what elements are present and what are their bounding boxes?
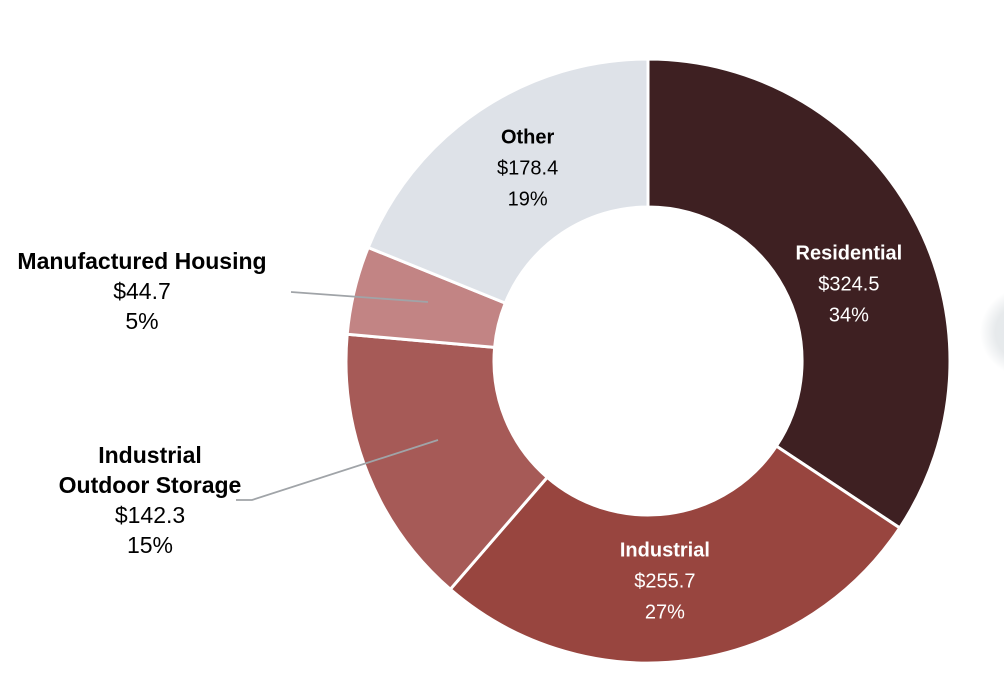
slice-value-text: $255.7 (634, 570, 696, 593)
pie-slice-other[interactable] (366, 57, 650, 305)
pie-slice-residential[interactable] (646, 57, 952, 530)
slice-percent-text: 5% (125, 308, 159, 334)
slice-value-text: $178.4 (497, 157, 559, 180)
slice-name-text: Residential (795, 242, 903, 265)
slice-value-text: $142.3 (114, 502, 186, 528)
slice-percent-text: 34% (828, 304, 869, 327)
slice-label-residential: Residential $324.5 34% (796, 239, 903, 332)
slice-name-text: Other (500, 126, 555, 149)
pie-slice-industrial[interactable] (448, 444, 902, 665)
edge-artifact (980, 292, 1004, 372)
slice-percent-text: 27% (644, 601, 685, 624)
slice-name-text: Manufactured Housing (17, 248, 267, 274)
slice-label-industrial-outdoor-storage: Industrial Outdoor Storage $142.3 15% (59, 440, 242, 560)
pie-slice-industrial-outdoor-storage[interactable] (344, 332, 549, 591)
leader-line-manufactured-housing (290, 291, 429, 303)
slice-label-manufactured-housing: Manufactured Housing $44.7 5% (17, 246, 266, 336)
slice-percent-text: 15% (126, 532, 174, 558)
slice-name-text: Industrial (98, 442, 202, 468)
slice-label-industrial: Industrial $255.7 27% (620, 535, 710, 628)
slice-value-text: $44.7 (113, 278, 171, 304)
slice-percent-text: 19% (507, 188, 548, 211)
slice-name-text: Industrial (619, 539, 710, 562)
slice-label-other: Other $178.4 19% (497, 122, 558, 215)
slice-name-text: Outdoor Storage (58, 472, 242, 498)
leader-line-industrial-outdoor-storage (236, 439, 439, 501)
slice-value-text: $324.5 (818, 273, 880, 296)
